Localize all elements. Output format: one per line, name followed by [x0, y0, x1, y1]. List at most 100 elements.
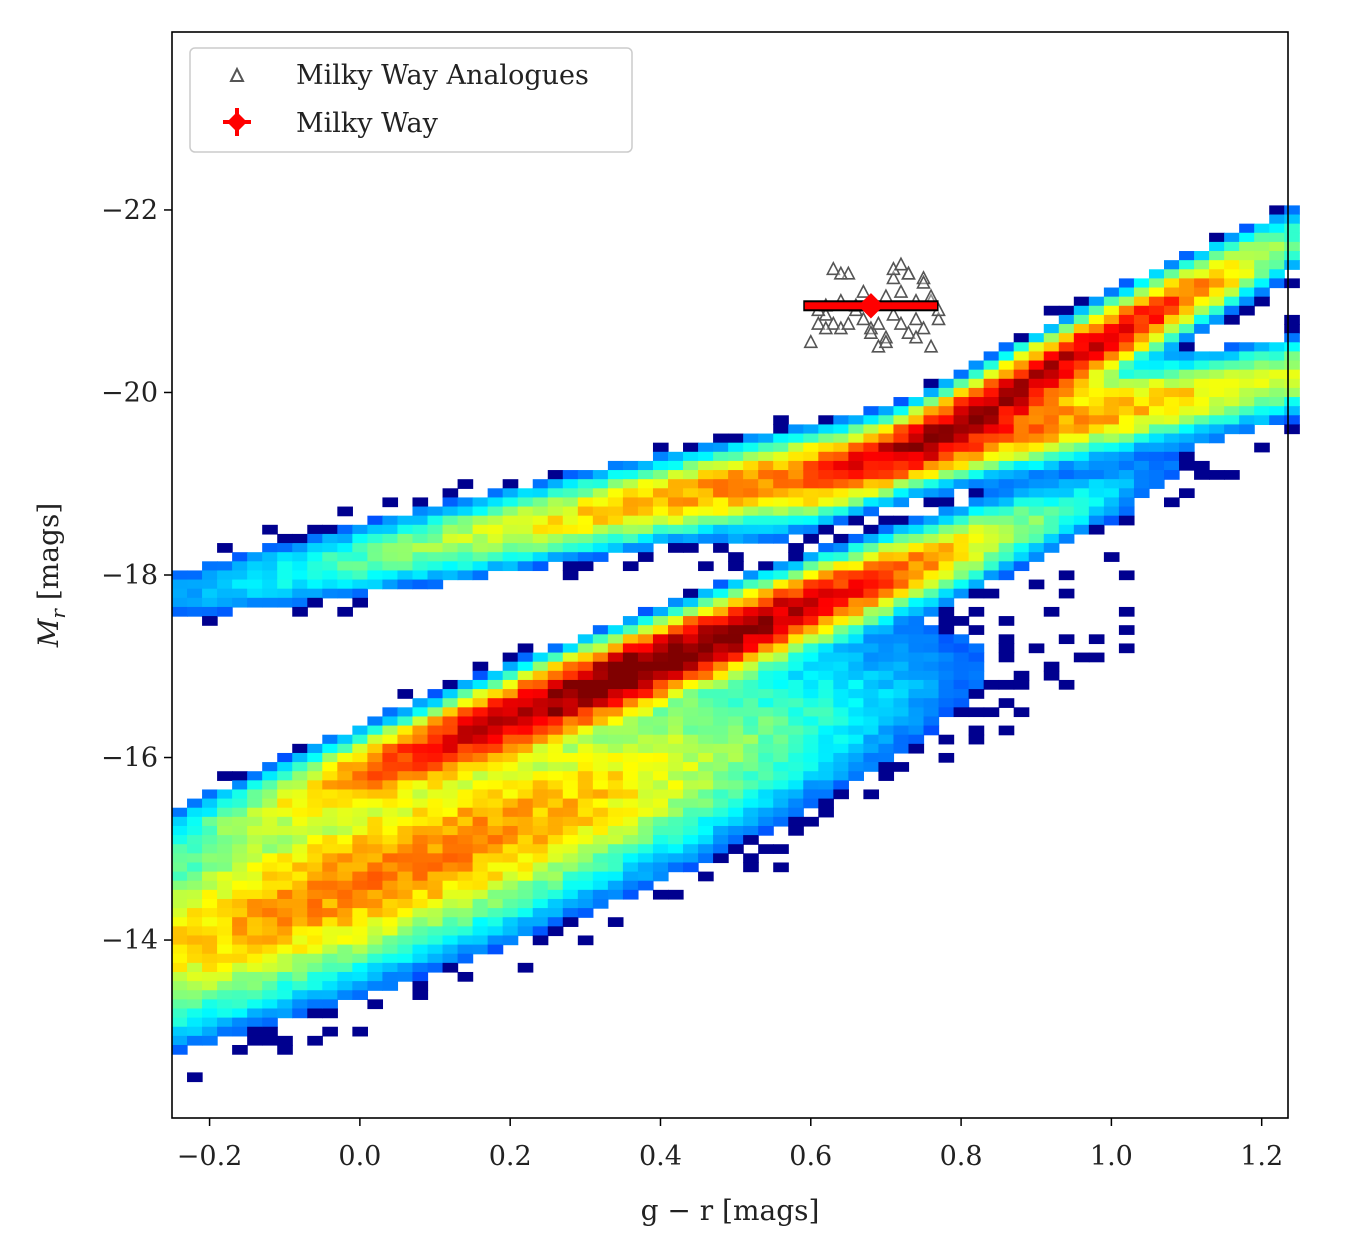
heatmap-cell — [758, 479, 774, 489]
heatmap-cell — [938, 616, 955, 626]
heatmap-cell — [547, 725, 564, 736]
heatmap-cell — [758, 625, 774, 635]
heatmap-cell — [322, 579, 338, 590]
heatmap-cell — [923, 451, 940, 462]
heatmap-cell — [743, 752, 759, 763]
heatmap-cell — [1118, 606, 1135, 617]
heatmap-cell — [277, 953, 293, 964]
heatmap-cell — [202, 917, 218, 927]
heatmap-cell — [968, 497, 985, 508]
heatmap-cell — [1148, 333, 1165, 343]
heatmap-cell — [758, 661, 774, 672]
heatmap-cell — [833, 606, 849, 617]
heatmap-cell — [1269, 397, 1285, 407]
heatmap-cell — [953, 570, 970, 581]
heatmap-cell — [637, 844, 654, 854]
heatmap-cell — [412, 506, 429, 517]
heatmap-cell — [1284, 397, 1300, 407]
heatmap-cell — [1164, 387, 1180, 398]
heatmap-cell — [292, 880, 308, 891]
heatmap-cell — [713, 762, 729, 772]
heatmap-cell — [983, 424, 1000, 435]
heatmap-cell — [818, 789, 834, 800]
heatmap-cell — [833, 552, 849, 562]
heatmap-cell — [592, 689, 609, 699]
heatmap-cell — [457, 707, 474, 718]
heatmap-cell — [547, 679, 564, 690]
heatmap-cell — [487, 844, 504, 854]
heatmap-cell — [1058, 470, 1075, 480]
heatmap-cell — [1284, 278, 1300, 289]
heatmap-cell — [397, 543, 414, 553]
heatmap-cell — [217, 853, 233, 864]
heatmap-cell — [773, 433, 789, 444]
heatmap-cell — [1133, 442, 1150, 453]
analogue-point — [803, 334, 819, 349]
heatmap-cell — [262, 908, 278, 918]
heatmap-cell — [758, 689, 774, 699]
heatmap-cell — [247, 981, 263, 991]
heatmap-cell — [277, 807, 293, 818]
heatmap-cell — [382, 725, 399, 736]
heatmap-cell — [637, 816, 654, 827]
heatmap-cell — [1164, 497, 1180, 508]
heatmap-cell — [652, 789, 669, 800]
heatmap-cell — [562, 643, 579, 654]
heatmap-cell — [683, 679, 699, 690]
heatmap-cell — [547, 497, 564, 508]
heatmap-cell — [1194, 397, 1210, 407]
heatmap-cell — [382, 734, 399, 745]
heatmap-cell — [908, 716, 925, 727]
analogue-point — [833, 265, 849, 280]
heatmap-cell — [652, 762, 669, 772]
heatmap-cell — [923, 479, 940, 489]
heatmap-cell — [1194, 378, 1210, 389]
heatmap-cell — [592, 835, 609, 845]
heatmap-cell — [172, 1017, 188, 1028]
heatmap-cell — [202, 606, 218, 617]
heatmap-cell — [187, 588, 203, 599]
heatmap-cell — [547, 898, 564, 909]
heatmap-cell — [307, 825, 323, 836]
heatmap-cell — [848, 543, 864, 553]
heatmap-cell — [833, 634, 849, 645]
heatmap-cell — [622, 871, 639, 882]
heatmap-cell — [1028, 424, 1045, 435]
heatmap-cell — [713, 616, 729, 626]
heatmap-cell — [547, 689, 564, 699]
heatmap-cell — [637, 853, 654, 864]
heatmap-cell — [652, 460, 669, 471]
heatmap-cell — [863, 570, 880, 581]
heatmap-cell — [187, 853, 203, 864]
heatmap-cell — [622, 880, 639, 891]
heatmap-cell — [442, 935, 459, 946]
heatmap-cell — [307, 835, 323, 845]
heatmap-cell — [517, 552, 534, 562]
heatmap-cell — [427, 844, 444, 854]
heatmap-cell — [412, 889, 429, 900]
heatmap-cell — [773, 597, 789, 608]
heatmap-cell — [788, 543, 804, 553]
heatmap-cell — [637, 497, 654, 508]
heatmap-cell — [923, 460, 940, 471]
heatmap-cell — [908, 588, 925, 599]
heatmap-cell — [983, 497, 1000, 508]
heatmap-cell — [622, 698, 639, 708]
heatmap-cell — [322, 543, 338, 553]
heatmap-cell — [758, 561, 774, 572]
heatmap-cell — [187, 971, 203, 982]
heatmap-cell — [442, 807, 459, 818]
heatmap-cell — [833, 652, 849, 663]
heatmap-cell — [1058, 424, 1075, 435]
heatmap-cell — [367, 524, 384, 535]
heatmap-cell — [562, 524, 579, 535]
heatmap-cell — [322, 780, 338, 791]
heatmap-cell — [728, 506, 744, 517]
heatmap-cell — [863, 470, 880, 480]
heatmap-cell — [698, 771, 714, 781]
heatmap-cell — [668, 670, 684, 681]
heatmap-cell — [637, 625, 654, 635]
heatmap-cell — [683, 543, 699, 553]
heatmap-cell — [172, 1044, 188, 1055]
heatmap-cell — [202, 816, 218, 827]
